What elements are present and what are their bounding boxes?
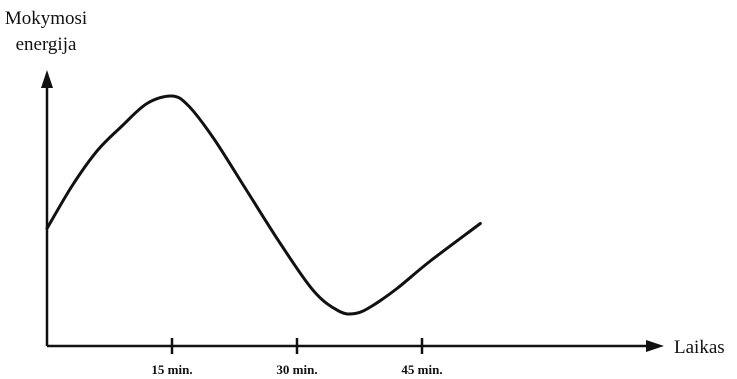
- x-tick-label-2: 45 min.: [401, 362, 442, 377]
- x-axis-label: Laikas: [674, 337, 725, 358]
- y-axis-label-line-2: energija: [16, 34, 77, 55]
- x-axis-arrow-icon: [646, 340, 664, 352]
- y-axis-arrow-icon: [41, 70, 53, 88]
- x-tick-label-1: 30 min.: [276, 362, 317, 377]
- x-tick-labels: 15 min. 30 min. 45 min.: [151, 362, 442, 377]
- series-line: [45, 94, 482, 316]
- x-ticks: [170, 338, 424, 354]
- x-tick-label-0: 15 min.: [151, 362, 192, 377]
- axes: [41, 70, 664, 352]
- y-axis-label-line-1: Mokymosi: [5, 8, 87, 29]
